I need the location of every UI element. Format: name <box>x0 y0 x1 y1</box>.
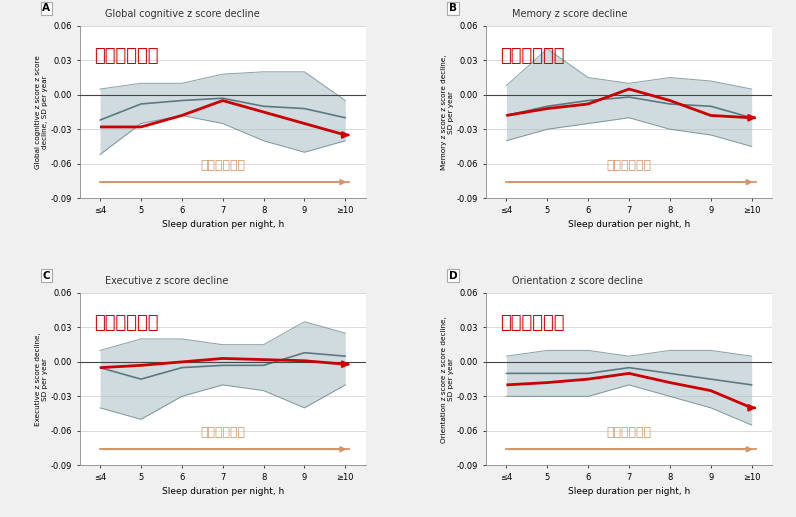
Text: C: C <box>42 270 50 281</box>
X-axis label: Sleep duration per night, h: Sleep duration per night, h <box>162 220 284 230</box>
Text: Executive z score decline: Executive z score decline <box>105 276 228 286</box>
Text: 每晚睡眠时长: 每晚睡眠时长 <box>200 159 245 172</box>
Text: 执行功能评分: 执行功能评分 <box>94 314 158 331</box>
Y-axis label: Global cognitive z score z score
decline, SD per year: Global cognitive z score z score decline… <box>35 55 48 169</box>
X-axis label: Sleep duration per night, h: Sleep duration per night, h <box>568 220 690 230</box>
Text: Orientation z score decline: Orientation z score decline <box>512 276 642 286</box>
Text: 每晚睡眠时长: 每晚睡眠时长 <box>607 159 652 172</box>
Text: 认知功能评分: 认知功能评分 <box>94 47 158 65</box>
Y-axis label: Executive z score decline,
SD per year: Executive z score decline, SD per year <box>35 332 48 426</box>
Text: 每晚睡眠时长: 每晚睡眠时长 <box>200 426 245 439</box>
Text: 定向功能评分: 定向功能评分 <box>500 314 565 331</box>
Text: 记忆功能评分: 记忆功能评分 <box>500 47 565 65</box>
Text: B: B <box>449 4 457 13</box>
Text: D: D <box>449 270 458 281</box>
Text: 每晚睡眠时长: 每晚睡眠时长 <box>607 426 652 439</box>
Text: A: A <box>42 4 50 13</box>
X-axis label: Sleep duration per night, h: Sleep duration per night, h <box>568 488 690 496</box>
Y-axis label: Orientation z score z score decline,
SD per year: Orientation z score z score decline, SD … <box>441 316 454 443</box>
Text: Global cognitive z score decline: Global cognitive z score decline <box>105 9 260 19</box>
Text: Memory z score decline: Memory z score decline <box>512 9 627 19</box>
Y-axis label: Memory z score z score decline,
SD per year: Memory z score z score decline, SD per y… <box>441 54 454 170</box>
X-axis label: Sleep duration per night, h: Sleep duration per night, h <box>162 488 284 496</box>
